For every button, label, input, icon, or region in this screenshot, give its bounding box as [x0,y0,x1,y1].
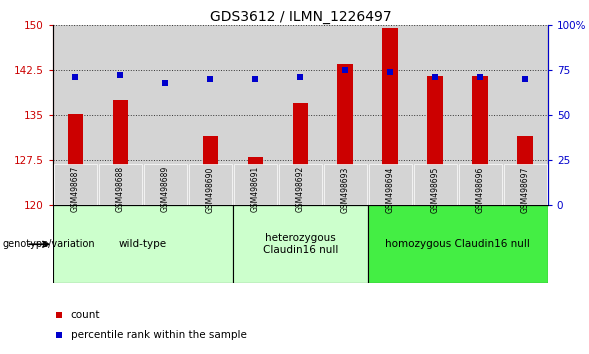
Bar [278,25,323,205]
FancyBboxPatch shape [368,205,548,283]
Text: wild-type: wild-type [119,239,167,249]
Bar [233,25,278,205]
Text: GSM498691: GSM498691 [251,166,260,212]
Bar [247,157,263,205]
FancyBboxPatch shape [459,164,502,205]
FancyBboxPatch shape [144,164,187,205]
Text: GSM498687: GSM498687 [71,166,80,212]
FancyBboxPatch shape [413,164,457,205]
Bar [68,114,84,205]
Text: homozygous Claudin16 null: homozygous Claudin16 null [385,239,530,249]
Bar [382,28,398,205]
FancyBboxPatch shape [189,164,232,205]
Bar [293,103,308,205]
Text: GSM498694: GSM498694 [386,166,395,213]
FancyBboxPatch shape [54,164,97,205]
Bar [143,25,188,205]
Text: GSM498693: GSM498693 [341,166,350,213]
Text: GSM498692: GSM498692 [296,166,305,212]
Bar [53,25,98,205]
Bar [337,64,353,205]
Bar [458,25,503,205]
Bar [323,25,368,205]
FancyBboxPatch shape [279,164,322,205]
FancyBboxPatch shape [233,205,368,283]
Text: count: count [71,310,100,320]
Bar [112,100,128,205]
FancyBboxPatch shape [234,164,277,205]
Bar [203,136,219,205]
Bar [428,76,443,205]
FancyBboxPatch shape [324,164,367,205]
Bar [368,25,413,205]
Bar [188,25,233,205]
Bar [413,25,458,205]
FancyBboxPatch shape [504,164,547,205]
Title: GDS3612 / ILMN_1226497: GDS3612 / ILMN_1226497 [210,10,391,24]
Bar [98,25,143,205]
FancyBboxPatch shape [369,164,412,205]
Text: GSM498688: GSM498688 [116,166,125,212]
Text: GSM498690: GSM498690 [206,166,215,213]
Text: GSM498697: GSM498697 [521,166,530,213]
Text: genotype/variation: genotype/variation [3,239,95,249]
Text: GSM498695: GSM498695 [431,166,440,213]
Text: GSM498696: GSM498696 [476,166,485,213]
Bar [517,136,533,205]
Text: GSM498689: GSM498689 [161,166,170,212]
Text: percentile rank within the sample: percentile rank within the sample [71,330,247,339]
FancyBboxPatch shape [53,205,233,283]
Text: heterozygous
Claudin16 null: heterozygous Claudin16 null [263,233,338,255]
Bar [503,25,548,205]
Bar [158,178,173,205]
Bar [472,76,488,205]
FancyBboxPatch shape [99,164,142,205]
